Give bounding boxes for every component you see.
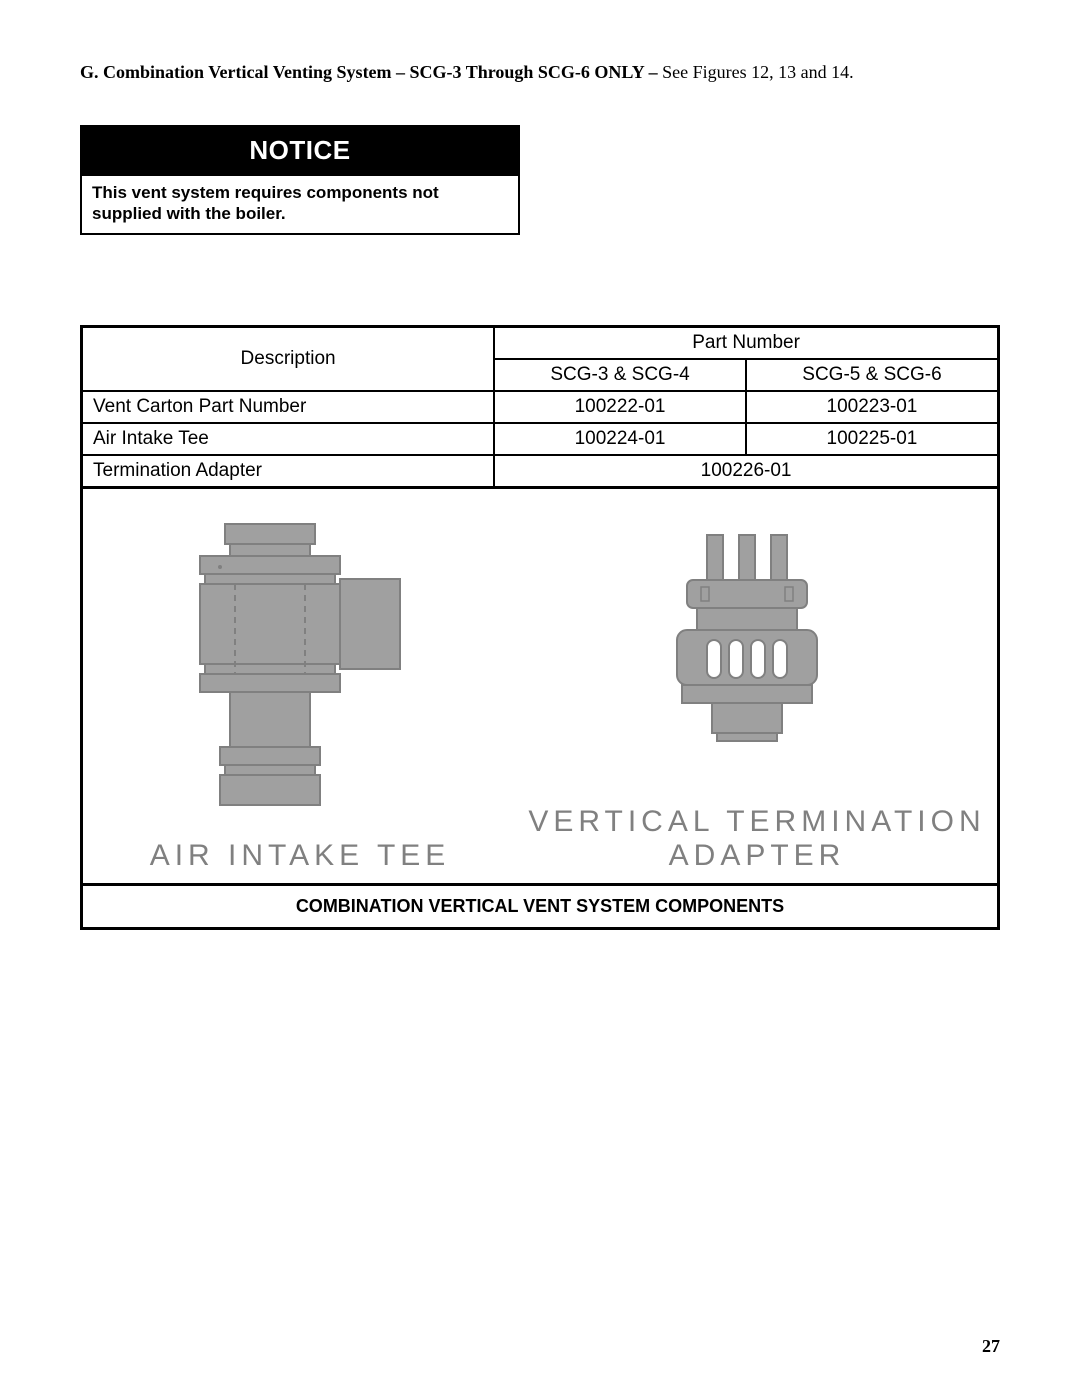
heading-prefix: G.	[80, 62, 99, 82]
cell-desc: Vent Carton Part Number	[82, 391, 495, 423]
cell-desc: Air Intake Tee	[82, 423, 495, 455]
notice-box: NOTICE This vent system requires compone…	[80, 125, 520, 235]
table-row: Air Intake Tee 100224-01 100225-01	[82, 423, 999, 455]
figure-row: AIR INTAKE TEE	[80, 489, 1000, 886]
cell-c1: 100222-01	[494, 391, 746, 423]
cell-merged: 100226-01	[494, 455, 998, 488]
th-description: Description	[82, 326, 495, 391]
table-row: Termination Adapter 100226-01	[82, 455, 999, 488]
cell-c1: 100224-01	[494, 423, 746, 455]
notice-body: This vent system requires components not…	[82, 176, 518, 233]
heading-bold: Combination Vertical Venting System – SC…	[103, 62, 658, 82]
cell-desc: Termination Adapter	[82, 455, 495, 488]
cell-c2: 100225-01	[746, 423, 999, 455]
figure-left: AIR INTAKE TEE	[93, 519, 507, 873]
air-intake-tee-icon	[170, 519, 430, 819]
vertical-termination-adapter-icon	[527, 525, 987, 785]
page-number: 27	[982, 1336, 1000, 1357]
parts-table: Description Part Number SCG-3 & SCG-4 SC…	[80, 325, 1000, 489]
table-row: Vent Carton Part Number 100222-01 100223…	[82, 391, 999, 423]
figure-label-left: AIR INTAKE TEE	[150, 839, 451, 873]
figure-label-right: VERTICAL TERMINATION ADAPTER	[527, 805, 987, 873]
heading-rest: See Figures 12, 13 and 14.	[658, 62, 854, 82]
cell-c2: 100223-01	[746, 391, 999, 423]
figure-right: VERTICAL TERMINATION ADAPTER	[527, 525, 987, 873]
section-heading: G. Combination Vertical Venting System –…	[80, 60, 1000, 85]
figure-caption: COMBINATION VERTICAL VENT SYSTEM COMPONE…	[80, 886, 1000, 930]
th-col1: SCG-3 & SCG-4	[494, 359, 746, 391]
th-col2: SCG-5 & SCG-6	[746, 359, 999, 391]
th-part-number: Part Number	[494, 326, 998, 359]
notice-header: NOTICE	[82, 127, 518, 176]
